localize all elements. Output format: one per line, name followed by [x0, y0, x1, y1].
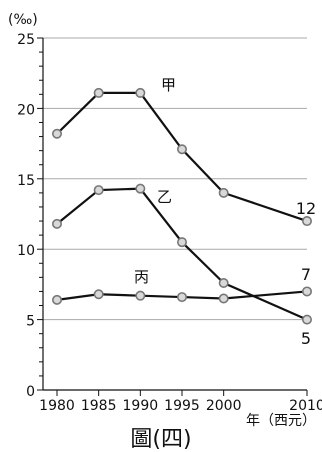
x-tick-label: 1995 — [164, 398, 200, 414]
data-point — [218, 187, 229, 198]
data-point — [301, 216, 312, 227]
grid-layer — [43, 37, 307, 321]
data-point — [93, 289, 104, 300]
axis-layer: 0 5 10 15 20 25 1980 1985 1990 1995 2000 2010 — [17, 32, 322, 414]
y-unit-label: (‰) — [8, 12, 38, 28]
data-point — [135, 290, 146, 301]
series-end-value-label: 7 — [301, 265, 311, 284]
series-end-value-label: 5 — [301, 329, 311, 348]
series-name-label: 乙 — [157, 188, 172, 206]
y-tick-label: 5 — [26, 314, 35, 330]
y-tick-label: 0 — [26, 384, 35, 400]
series-end-value-label: 12 — [296, 199, 316, 218]
label-layer: 甲 12 乙 5 丙 7 — [134, 76, 316, 348]
x-tick-label: 1990 — [123, 398, 159, 414]
data-point — [51, 294, 62, 305]
data-point — [301, 286, 312, 297]
data-point — [51, 218, 62, 229]
data-point — [177, 237, 188, 248]
y-tick-label: 20 — [17, 102, 35, 118]
x-tick-label: 2010 — [289, 398, 322, 414]
data-point — [177, 144, 188, 155]
data-point — [93, 87, 104, 98]
data-point — [51, 128, 62, 139]
series-line — [55, 290, 309, 301]
data-point — [135, 87, 146, 98]
y-tick-label: 25 — [17, 32, 35, 48]
data-point — [93, 185, 104, 196]
series-name-label: 甲 — [161, 76, 176, 94]
y-tick-label: 10 — [17, 243, 35, 259]
series-line — [55, 91, 309, 223]
y-tick-label: 15 — [17, 173, 35, 189]
data-point — [301, 314, 312, 325]
x-axis-label: 年（西元） — [246, 413, 316, 429]
data-point — [135, 183, 146, 194]
series-layer — [51, 87, 312, 325]
figure-caption: 圖(四) — [130, 427, 191, 452]
x-tick-label: 2000 — [206, 398, 242, 414]
series-line — [55, 187, 309, 321]
data-point — [218, 293, 229, 304]
series-name-label: 丙 — [134, 268, 149, 286]
data-point — [218, 277, 229, 288]
x-tick-label: 1985 — [81, 398, 117, 414]
x-tick-label: 1980 — [39, 398, 75, 414]
data-point — [177, 292, 188, 303]
